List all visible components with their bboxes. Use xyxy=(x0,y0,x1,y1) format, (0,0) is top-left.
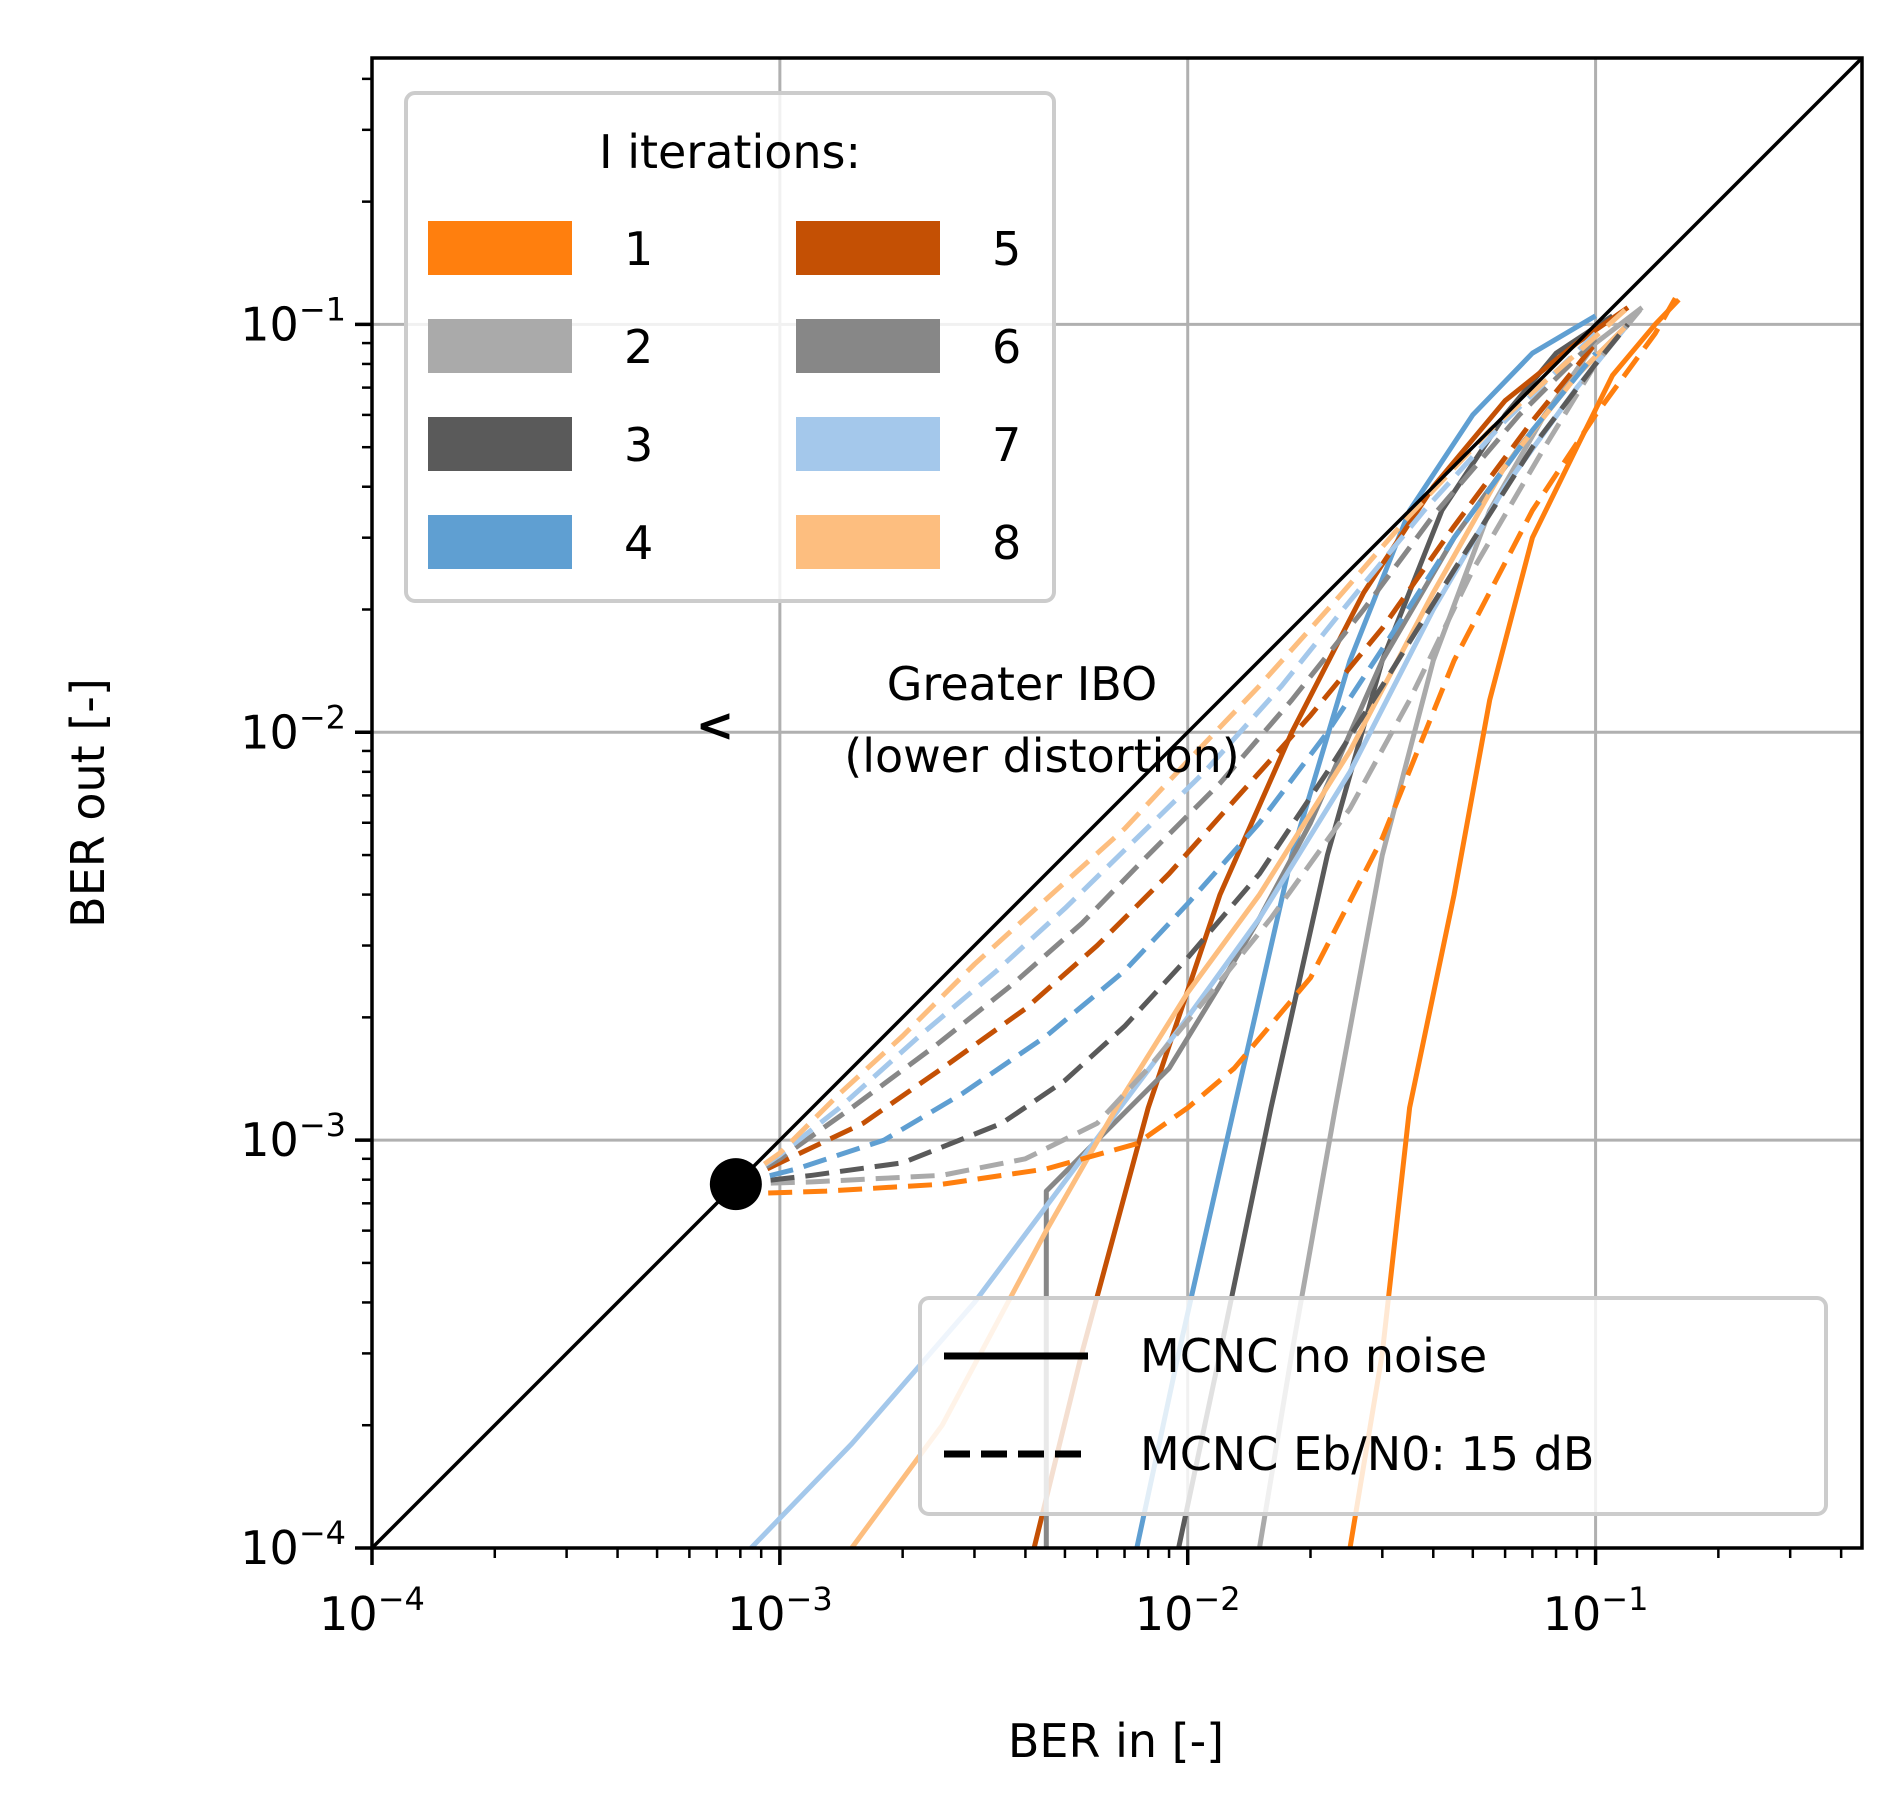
y-tick-label-2: 10−2 xyxy=(240,698,346,759)
x-axis-label: BER in [-] xyxy=(1008,1714,1224,1768)
legend-swatch-iter-2 xyxy=(428,319,572,373)
series-line-solid-iter-2 xyxy=(1257,305,1644,1549)
legend-label-iter-4: 4 xyxy=(624,516,653,570)
series-line-dashed-iter-8 xyxy=(734,305,1630,1187)
style-legend-box xyxy=(918,1296,1828,1516)
series-line-dashed-iter-4 xyxy=(735,351,1598,1187)
legend-label-iter-3: 3 xyxy=(624,418,653,472)
legend-label-iter-1: 1 xyxy=(624,222,653,276)
series-line-dashed-iter-7 xyxy=(734,331,1598,1187)
legend-label-iter-8: 8 xyxy=(992,516,1021,570)
x-tick-label-3: 10−1 xyxy=(1543,1580,1649,1641)
annotation-arrow-symbol: < xyxy=(696,698,735,752)
iterations-legend: I iterations: 1 2 3 4 5 6 7 8 xyxy=(404,91,1056,603)
plot-frame xyxy=(370,56,1864,1550)
series-line-dashed-iter-5 xyxy=(734,341,1598,1187)
legend-swatch-iter-3 xyxy=(428,417,572,471)
style-legend-solid-label: MCNC no noise xyxy=(1140,1329,1487,1383)
style-legend: MCNC no noise MCNC Eb/N0: 15 dB xyxy=(918,1296,1828,1516)
iterations-legend-title: I iterations: xyxy=(599,125,861,179)
series-line-dashed-iter-3 xyxy=(735,322,1630,1187)
y-tick-label-1: 10−3 xyxy=(240,1106,346,1167)
legend-label-iter-7: 7 xyxy=(992,418,1021,472)
legend-swatch-iter-5 xyxy=(796,221,940,275)
y-tick-label-0: 10−4 xyxy=(240,1514,346,1575)
legend-label-iter-6: 6 xyxy=(992,320,1021,374)
axis-ticks: 10−4 10−3 10−2 10−1 10−4 10−3 10−2 10−1 xyxy=(240,77,1843,1641)
iterations-legend-box xyxy=(404,91,1056,603)
annotation: < Greater IBO (lower distortion) xyxy=(696,657,1240,783)
annotation-line-1: Greater IBO xyxy=(887,657,1157,711)
legend-swatch-iter-8 xyxy=(796,515,940,569)
style-legend-dashed-label: MCNC Eb/N0: 15 dB xyxy=(1140,1427,1594,1481)
legend-label-iter-5: 5 xyxy=(992,222,1021,276)
legend-label-iter-2: 2 xyxy=(624,320,653,374)
x-tick-label-1: 10−3 xyxy=(727,1580,833,1641)
legend-swatch-iter-6 xyxy=(796,319,940,373)
series-line-solid-iter-1 xyxy=(1347,297,1681,1549)
marker-point xyxy=(709,1158,762,1211)
series-line-solid-iter-4 xyxy=(1134,313,1597,1549)
series-layer xyxy=(734,290,1681,1550)
legend-swatch-iter-1 xyxy=(428,221,572,275)
x-tick-label-0: 10−4 xyxy=(319,1580,425,1641)
series-line-dashed-iter-1 xyxy=(734,290,1681,1196)
annotation-line-2: (lower distortion) xyxy=(844,729,1239,783)
iterations-legend-entries: 1 2 3 4 5 6 7 8 xyxy=(428,221,1021,570)
series-line-solid-iter-5 xyxy=(1031,305,1630,1549)
series-line-dashed-iter-6 xyxy=(734,337,1598,1187)
series-line-dashed-iter-2 xyxy=(735,305,1645,1187)
y-tick-label-3: 10−1 xyxy=(240,290,346,351)
reference-line-y-equals-x xyxy=(370,56,1864,1550)
y-axis-label: BER out [-] xyxy=(61,678,115,928)
legend-swatch-iter-7 xyxy=(796,417,940,471)
legend-swatch-iter-4 xyxy=(428,515,572,569)
x-tick-label-2: 10−2 xyxy=(1135,1580,1241,1641)
